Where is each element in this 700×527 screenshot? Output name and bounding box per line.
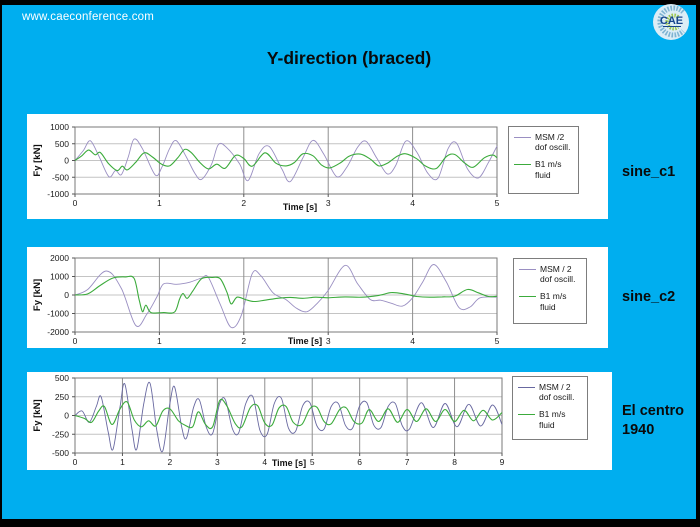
y-tick-label: 500: [55, 373, 69, 383]
x-tick-label: 8: [452, 457, 457, 467]
y-tick-label: -2000: [47, 327, 69, 337]
legend-label: MSM / 2 dof oscill.: [540, 264, 576, 285]
x-tick-label: 1: [157, 198, 162, 208]
y-tick-label: 0: [64, 411, 69, 421]
series-line-msm: [74, 264, 498, 329]
chart-caption-el-centro: El centro 1940: [622, 403, 685, 438]
legend-line-swatch: [514, 164, 531, 166]
y-tick-label: 250: [55, 392, 69, 402]
y-axis-title: Fy [kN]: [32, 279, 43, 311]
chart-canvas-el_centro_1940: 500 250 0 -250 -500 0 1 2 3 4 5 6 7 8 9 Time [s] Fy [kN]: [32, 373, 505, 468]
x-tick-label: 5: [495, 198, 500, 208]
x-tick-label: 5: [310, 457, 315, 467]
legend-label: MSM /2 dof oscill.: [535, 132, 571, 153]
chart-legend: MSM / 2 dof oscill. B1 m/s fluid: [513, 258, 587, 324]
x-tick-label: 4: [262, 457, 267, 467]
x-tick-label: 0: [73, 198, 78, 208]
y-tick-label: -1000: [47, 189, 69, 199]
x-tick-label: 2: [168, 457, 173, 467]
x-tick-label: 0: [73, 457, 78, 467]
legend-line-swatch: [519, 269, 536, 270]
y-tick-label: -500: [52, 448, 69, 458]
x-tick-label: 3: [326, 198, 331, 208]
y-tick-label: 500: [55, 139, 69, 149]
x-axis-title: Time [s]: [283, 202, 317, 212]
x-tick-label: 9: [500, 457, 505, 467]
legend-entry-msm: MSM /2 dof oscill.: [514, 132, 574, 152]
series-line-b1: [74, 398, 503, 430]
x-tick-label: 0: [73, 336, 78, 346]
x-tick-label: 2: [241, 198, 246, 208]
website-url: www.caeconference.com: [22, 11, 155, 23]
cae-logo: CAE: [652, 3, 690, 41]
legend-line-swatch: [518, 387, 535, 388]
legend-entry-msm: MSM / 2 dof oscill.: [519, 264, 582, 284]
series-line-msm: [74, 381, 503, 453]
x-tick-label: 1: [120, 457, 125, 467]
cae-logo-graphic: CAE: [653, 4, 689, 40]
y-tick-label: 0: [64, 290, 69, 300]
chart-canvas-sine_c1: 1000 500 0 -500 -1000 0 1 2 3 4 5 Time [s] Fy [kN]: [32, 122, 500, 212]
slide-background: www.caeconference.com CAE Y-direction (b…: [2, 3, 696, 519]
x-tick-label: 6: [357, 457, 362, 467]
chart-panel-sine-c2: 2000 1000 0 -1000 -2000 0 1 2 3 4 5 Time [s] Fy [kN]…: [27, 247, 608, 348]
legend-entry-msm: MSM / 2 dof oscill.: [518, 382, 583, 402]
legend-line-swatch: [514, 137, 531, 138]
page-title: Y-direction (braced): [266, 48, 432, 68]
chart-caption-sine-c1: sine_c1: [622, 164, 676, 180]
chart-legend: MSM / 2 dof oscill. B1 m/s fluid: [512, 376, 588, 440]
x-tick-label: 5: [495, 336, 500, 346]
y-tick-label: -1000: [47, 309, 69, 319]
y-tick-label: 2000: [50, 253, 69, 263]
x-tick-label: 3: [326, 336, 331, 346]
legend-entry-b1: B1 m/s fluid: [518, 409, 583, 430]
x-tick-label: 4: [410, 336, 415, 346]
x-tick-label: 2: [241, 336, 246, 346]
y-axis-title: Fy [kN]: [32, 399, 43, 431]
x-tick-label: 1: [157, 336, 162, 346]
cae-logo-text: CAE: [660, 15, 683, 27]
x-tick-label: 7: [405, 457, 410, 467]
y-tick-label: -250: [52, 429, 69, 439]
y-tick-label: 1000: [50, 272, 69, 282]
series-line-b1: [74, 275, 498, 314]
chart-caption-sine-c2: sine_c2: [622, 289, 676, 305]
x-axis-title: Time [s]: [288, 336, 322, 346]
legend-label: B1 m/s fluid: [540, 291, 567, 312]
x-tick-label: 3: [215, 457, 220, 467]
series-line-b1: [74, 148, 498, 172]
chart-legend: MSM /2 dof oscill. B1 m/s fluid: [508, 126, 579, 194]
legend-entry-b1: B1 m/s fluid: [519, 291, 582, 312]
x-tick-label: 4: [410, 198, 415, 208]
y-tick-label: 0: [64, 156, 69, 166]
legend-label: B1 m/s fluid: [535, 159, 562, 180]
y-tick-label: -500: [52, 172, 69, 182]
chart-panel-sine-c1: 1000 500 0 -500 -1000 0 1 2 3 4 5 Time [s] Fy [kN] MS…: [27, 114, 608, 219]
legend-line-swatch: [518, 414, 535, 416]
legend-line-swatch: [519, 296, 536, 298]
legend-label: B1 m/s fluid: [539, 409, 566, 430]
y-tick-label: 1000: [50, 122, 69, 132]
chart-canvas-sine_c2: 2000 1000 0 -1000 -2000 0 1 2 3 4 5 Time [s] Fy [kN]: [32, 253, 500, 346]
x-axis-title: Time [s]: [272, 458, 306, 468]
legend-label: MSM / 2 dof oscill.: [539, 382, 575, 403]
chart-panel-el-centro: 500 250 0 -250 -500 0 1 2 3 4 5 6 7 8 9 Time [s] Fy [kN]…: [27, 372, 612, 470]
y-axis-title: Fy [kN]: [32, 144, 43, 176]
legend-entry-b1: B1 m/s fluid: [514, 159, 574, 180]
